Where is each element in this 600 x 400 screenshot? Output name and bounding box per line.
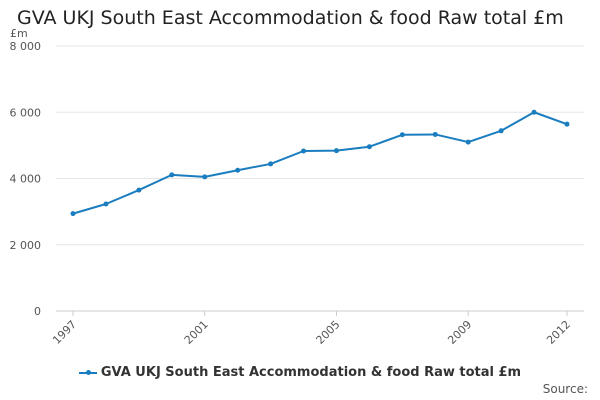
legend-swatch-icon bbox=[78, 369, 97, 375]
data-point bbox=[432, 131, 438, 137]
data-point bbox=[465, 139, 471, 145]
y-tick-label: 2 000 bbox=[10, 239, 42, 252]
data-point bbox=[235, 167, 241, 173]
x-tick-label: 2009 bbox=[445, 318, 474, 347]
y-axis-unit-label: £m bbox=[10, 27, 28, 40]
legend[interactable]: GVA UKJ South East Accommodation & food … bbox=[0, 365, 600, 380]
series-line bbox=[72, 111, 568, 215]
y-tick-label: 4 000 bbox=[10, 173, 42, 186]
data-point bbox=[70, 211, 76, 217]
data-point bbox=[169, 172, 175, 178]
data-point bbox=[498, 128, 504, 134]
data-point bbox=[136, 187, 142, 193]
x-tick-label: 1997 bbox=[50, 318, 79, 347]
x-tick-label: 2012 bbox=[544, 318, 573, 347]
data-point bbox=[399, 132, 405, 138]
x-tick-label: 2005 bbox=[314, 318, 343, 347]
data-point bbox=[531, 109, 537, 115]
y-tick-label: 8 000 bbox=[10, 40, 42, 53]
legend-item-label: GVA UKJ South East Accommodation & food … bbox=[100, 365, 522, 380]
data-point bbox=[268, 161, 274, 167]
x-tick-label: 2001 bbox=[182, 318, 211, 347]
data-point bbox=[333, 148, 339, 154]
data-point bbox=[301, 148, 307, 154]
data-point bbox=[564, 121, 570, 127]
chart-title: GVA UKJ South East Accommodation & food … bbox=[17, 7, 564, 29]
data-point bbox=[103, 201, 109, 207]
data-point bbox=[366, 144, 372, 150]
y-tick-label: 0 bbox=[34, 305, 41, 318]
data-point bbox=[202, 174, 208, 180]
y-tick-label: 6 000 bbox=[10, 106, 42, 119]
source-label: Source: bbox=[542, 382, 588, 396]
